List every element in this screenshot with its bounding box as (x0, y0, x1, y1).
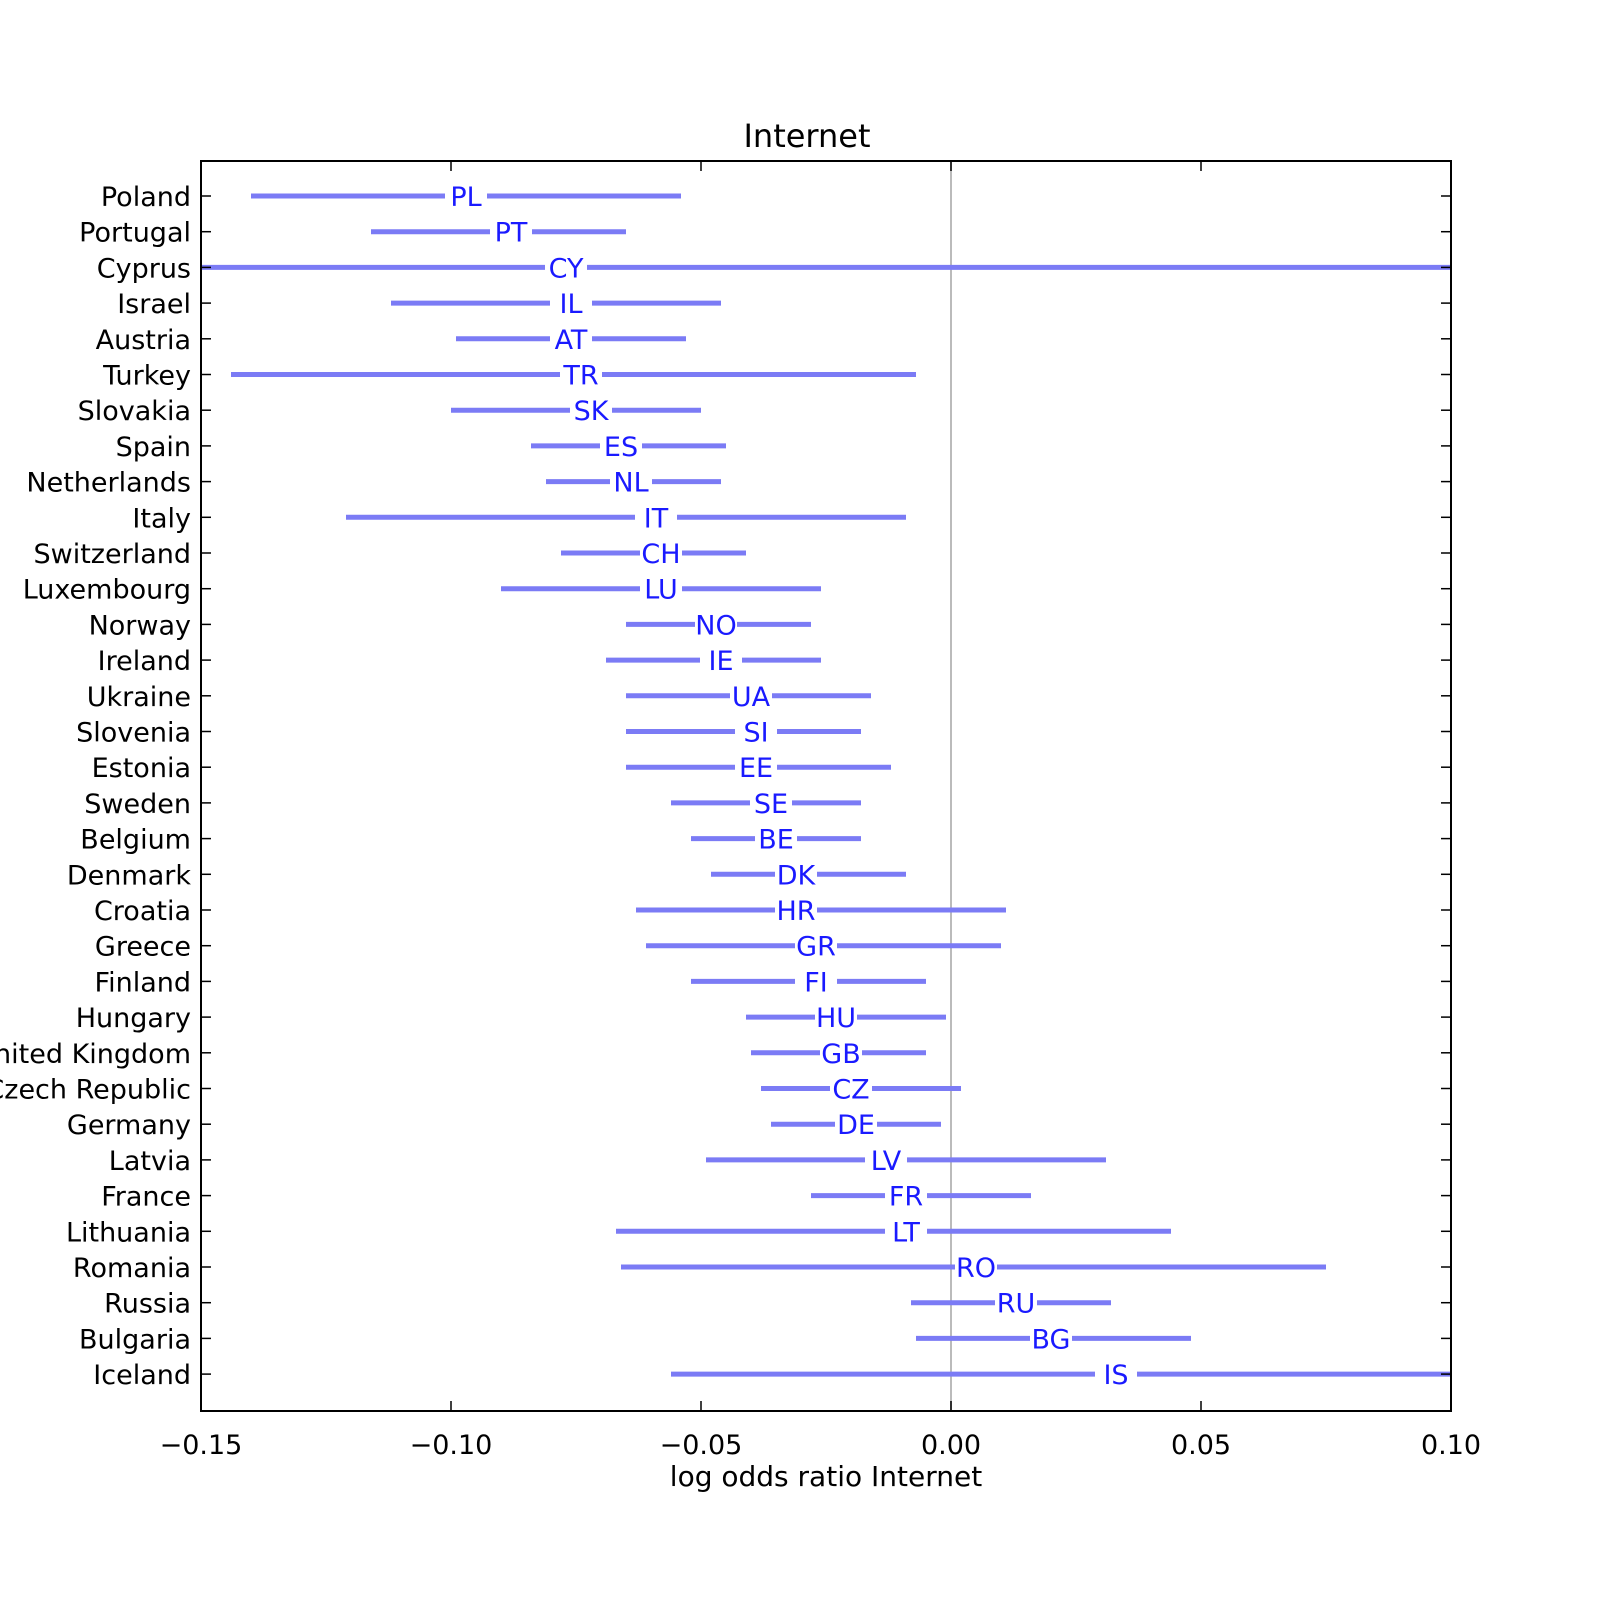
code-label-fr: FR (889, 1182, 923, 1213)
country-label: Spain (116, 432, 191, 463)
x-tick-label: 0.00 (921, 1430, 981, 1461)
code-label-ch: CH (641, 539, 680, 570)
country-label: Denmark (67, 860, 191, 891)
code-label-de: DE (837, 1110, 875, 1141)
code-label-fi: FI (804, 967, 828, 998)
country-label: Austria (96, 325, 191, 356)
x-tick-label: −0.15 (160, 1430, 243, 1461)
country-label: Iceland (93, 1360, 191, 1391)
x-tick-label: 0.10 (1421, 1430, 1481, 1461)
code-label-ee: EE (739, 753, 773, 784)
code-label-cz: CZ (832, 1075, 869, 1106)
axis-labels: Poland Portugal Cyprus Israel Austria Turkey S… (0, 182, 1481, 1461)
country-label: Bulgaria (79, 1324, 191, 1355)
code-label-il: IL (559, 289, 582, 320)
country-label: Poland (101, 182, 191, 213)
country-label: Italy (132, 503, 191, 534)
code-label-at: AT (555, 325, 588, 356)
code-label-es: ES (604, 432, 638, 463)
code-label-no: NO (695, 610, 736, 641)
country-label: Israel (117, 289, 191, 320)
country-label: Luxembourg (23, 575, 191, 606)
country-label: Switzerland (34, 539, 192, 570)
code-label-lt: LT (892, 1217, 920, 1248)
country-label: Latvia (109, 1146, 191, 1177)
country-label: Belgium (80, 825, 191, 856)
code-label-si: SI (743, 718, 768, 749)
code-label-be: BE (758, 825, 794, 856)
country-label: France (101, 1182, 191, 1213)
country-label: Norway (89, 610, 191, 641)
code-label-se: SE (754, 789, 788, 820)
country-label: Russia (104, 1289, 191, 1320)
country-label: Slovenia (76, 718, 191, 749)
code-label-pt: PT (495, 218, 528, 249)
country-label: Greece (95, 932, 191, 963)
code-label-hr: HR (776, 896, 815, 927)
code-label-ro: RO (956, 1253, 996, 1284)
country-label: Slovakia (78, 396, 191, 427)
code-label-cy: CY (549, 253, 584, 284)
country-label: Hungary (76, 1003, 191, 1034)
x-tick-label: −0.10 (410, 1430, 493, 1461)
code-label-it: IT (644, 503, 669, 534)
country-label: Czech Republic (0, 1075, 191, 1106)
code-label-lv: LV (871, 1146, 902, 1177)
country-label: Sweden (84, 789, 191, 820)
country-label: Portugal (79, 218, 191, 249)
code-label-hu: HU (816, 1003, 856, 1034)
code-label-gb: GB (821, 1039, 860, 1070)
country-label: Croatia (94, 896, 191, 927)
code-label-ua: UA (732, 682, 771, 713)
x-axis-label: log odds ratio Internet (670, 1460, 982, 1493)
code-label-pl: PL (450, 182, 481, 213)
country-label: Ireland (98, 646, 191, 677)
chart-title: Internet (743, 117, 870, 155)
country-label: Lithuania (66, 1217, 191, 1248)
axis-ticks (200, 161, 1452, 1411)
country-label: United Kingdom (0, 1039, 191, 1070)
plot-area: PL PT CY IL AT TR SK ES NL IT CH LU NO IE UA SI EE SE BE DK… (201, 161, 1451, 1411)
country-label: Cyprus (97, 253, 191, 284)
code-label-lu: LU (644, 575, 677, 606)
code-label-ie: IE (708, 646, 733, 677)
country-label: Romania (73, 1253, 191, 1284)
country-label: Finland (95, 967, 191, 998)
code-label-sk: SK (574, 396, 610, 427)
code-label-dk: DK (777, 860, 817, 891)
x-tick-label: −0.05 (660, 1430, 743, 1461)
code-label-ru: RU (997, 1289, 1036, 1320)
country-label: Estonia (92, 753, 191, 784)
code-label-bg: BG (1032, 1324, 1071, 1355)
code-label-nl: NL (613, 468, 648, 499)
code-label-tr: TR (562, 361, 598, 392)
code-label-gr: GR (796, 932, 836, 963)
code-label-is: IS (1103, 1360, 1128, 1391)
country-label: Ukraine (87, 682, 191, 713)
plot-frame (200, 160, 1452, 1412)
country-label: Germany (67, 1110, 191, 1141)
country-label: Turkey (102, 361, 191, 392)
x-tick-label: 0.05 (1171, 1430, 1231, 1461)
country-label: Netherlands (26, 468, 191, 499)
